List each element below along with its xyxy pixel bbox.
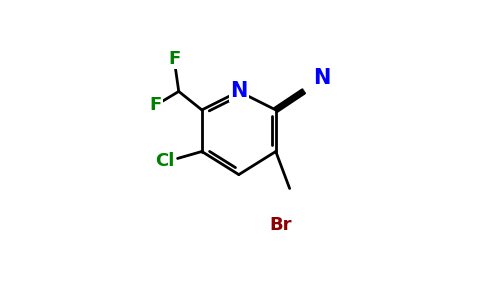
Text: F: F — [168, 50, 180, 68]
Text: N: N — [230, 81, 247, 101]
Text: Cl: Cl — [155, 152, 175, 170]
Text: Br: Br — [269, 216, 292, 234]
Text: F: F — [150, 96, 162, 114]
Text: N: N — [313, 68, 331, 88]
